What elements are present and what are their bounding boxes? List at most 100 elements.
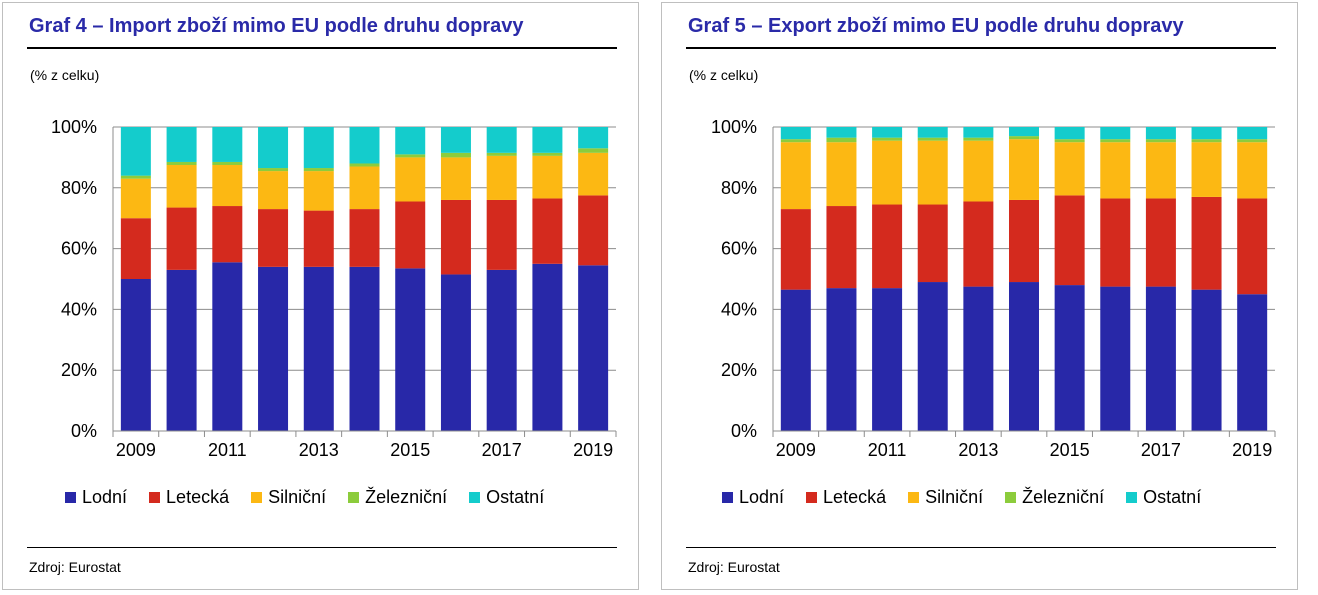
- bar-silnicni-2011: [212, 165, 243, 207]
- x-tick-label: 2017: [1141, 440, 1181, 460]
- bar-lodni-2009: [120, 279, 151, 431]
- legend-swatch-ostatni: [1126, 492, 1138, 503]
- legend-swatch-letecka: [806, 492, 818, 503]
- y-tick-label: 80%: [721, 178, 757, 198]
- x-tick-label: 2009: [776, 440, 816, 460]
- bar-ostatni-2016: [1100, 127, 1131, 140]
- legend-label: Silniční: [268, 487, 327, 507]
- x-tick-label: 2019: [1232, 440, 1272, 460]
- bar-silnicni-2019: [1237, 142, 1268, 199]
- bar-zeleznicni-2011: [212, 161, 243, 165]
- bar-silnicni-2015: [1054, 142, 1085, 196]
- bar-silnicni-2010: [166, 165, 197, 208]
- bar-letecka-2011: [872, 204, 903, 289]
- title-divider: [686, 47, 1276, 49]
- legend-swatch-silnicni: [908, 492, 920, 503]
- bar-silnicni-2014: [1009, 139, 1039, 200]
- bar-lodni-2010: [826, 288, 857, 431]
- bar-letecka-2017: [486, 199, 517, 270]
- bar-silnicni-2010: [826, 142, 857, 207]
- legend-item-letecka: Letecká: [149, 487, 229, 508]
- bar-zeleznicni-2019: [578, 148, 609, 153]
- unit-label: (% z celku): [689, 67, 759, 83]
- bar-lodni-2016: [1100, 286, 1131, 431]
- bar-letecka-2017: [1145, 198, 1176, 287]
- bar-lodni-2013: [303, 266, 334, 431]
- export-chart-plot: 0% 20% 40% 60% 80% 100% 2009 2011 2013 2015 2017 20…: [711, 117, 1276, 460]
- bar-ostatni-2010: [166, 127, 197, 162]
- bar-letecka-2018: [532, 198, 563, 264]
- bar-zeleznicni-2017: [486, 152, 517, 156]
- bar-silnicni-2017: [1145, 142, 1176, 199]
- bar-silnicni-2012: [258, 171, 289, 210]
- bar-lodni-2014: [1009, 282, 1039, 431]
- bar-lodni-2017: [1145, 286, 1176, 431]
- bar-lodni-2016: [440, 274, 471, 431]
- source-note: Zdroj: Eurostat: [688, 559, 780, 575]
- legend-item-letecka: Letecká: [806, 487, 886, 508]
- x-tick-label: 2017: [482, 440, 522, 460]
- bar-ostatni-2019: [1237, 127, 1268, 140]
- bar-zeleznicni-2015: [1054, 139, 1085, 143]
- bar-letecka-2019: [1237, 198, 1268, 295]
- y-tick-label: 60%: [721, 239, 757, 259]
- bar-zeleznicni-2010: [826, 137, 857, 143]
- x-tick-label: 2011: [868, 440, 907, 460]
- legend-item-silnicni: Silniční: [251, 487, 326, 508]
- chart-legend: Lodní Letecká Silniční Železniční Ostatn…: [722, 487, 1201, 508]
- x-tick-label: 2013: [958, 440, 998, 460]
- bar-zeleznicni-2018: [1191, 139, 1222, 143]
- bar-silnicni-2012: [917, 140, 948, 205]
- bar-silnicni-2018: [532, 155, 563, 199]
- legend-label: Lodní: [739, 487, 785, 507]
- bar-letecka-2009: [120, 218, 151, 279]
- bar-zeleznicni-2017: [1145, 139, 1176, 143]
- bar-silnicni-2013: [303, 171, 334, 211]
- legend-label: Železniční: [365, 487, 448, 507]
- bar-letecka-2015: [1054, 195, 1085, 286]
- title-divider: [27, 47, 617, 49]
- bar-lodni-2015: [395, 268, 426, 431]
- y-tick-label: 20%: [61, 360, 97, 380]
- bar-zeleznicni-2012: [917, 137, 948, 141]
- legend-swatch-silnicni: [251, 492, 263, 503]
- bar-ostatni-2012: [917, 127, 948, 138]
- x-tick-label: 2013: [299, 440, 339, 460]
- legend-swatch-zeleznicni: [348, 492, 360, 503]
- bar-lodni-2015: [1054, 285, 1085, 431]
- bar-letecka-2010: [166, 207, 197, 270]
- bar-lodni-2018: [1191, 289, 1222, 431]
- y-tick-label: 60%: [61, 239, 97, 259]
- bar-zeleznicni-2015: [395, 154, 426, 158]
- bar-letecka-2012: [917, 204, 948, 283]
- bar-ostatni-2013: [963, 127, 994, 138]
- legend-item-ostatni: Ostatní: [1126, 487, 1201, 508]
- legend-label: Lodní: [82, 487, 128, 507]
- y-tick-label: 80%: [61, 178, 97, 198]
- bar-lodni-2009: [780, 289, 811, 431]
- legend-item-lodni: Lodní: [65, 487, 127, 508]
- bar-letecka-2014: [1009, 199, 1039, 283]
- bar-ostatni-2013: [303, 127, 334, 169]
- bar-letecka-2016: [1100, 198, 1131, 287]
- source-note: Zdroj: Eurostat: [29, 559, 121, 575]
- bar-zeleznicni-2009: [120, 175, 151, 179]
- x-tick-label: 2019: [573, 440, 613, 460]
- legend-label: Letecká: [166, 487, 230, 507]
- bar-ostatni-2019: [578, 127, 609, 149]
- bar-zeleznicni-2014: [349, 163, 380, 167]
- legend-swatch-letecka: [149, 492, 161, 503]
- bar-zeleznicni-2019: [1237, 139, 1268, 143]
- bar-ostatni-2011: [872, 127, 903, 138]
- bar-silnicni-2009: [120, 178, 151, 219]
- bar-silnicni-2014: [349, 166, 380, 210]
- bar-lodni-2019: [1237, 294, 1268, 431]
- bar-letecka-2015: [395, 201, 426, 269]
- chart-title: Graf 4 – Import zboží mimo EU podle druh…: [29, 15, 524, 37]
- bar-letecka-2016: [440, 199, 471, 275]
- bar-ostatni-2015: [1054, 127, 1085, 140]
- bar-zeleznicni-2016: [440, 152, 471, 158]
- bar-silnicni-2013: [963, 140, 994, 202]
- bar-zeleznicni-2012: [258, 168, 289, 172]
- x-tick-label: 2015: [1050, 440, 1090, 460]
